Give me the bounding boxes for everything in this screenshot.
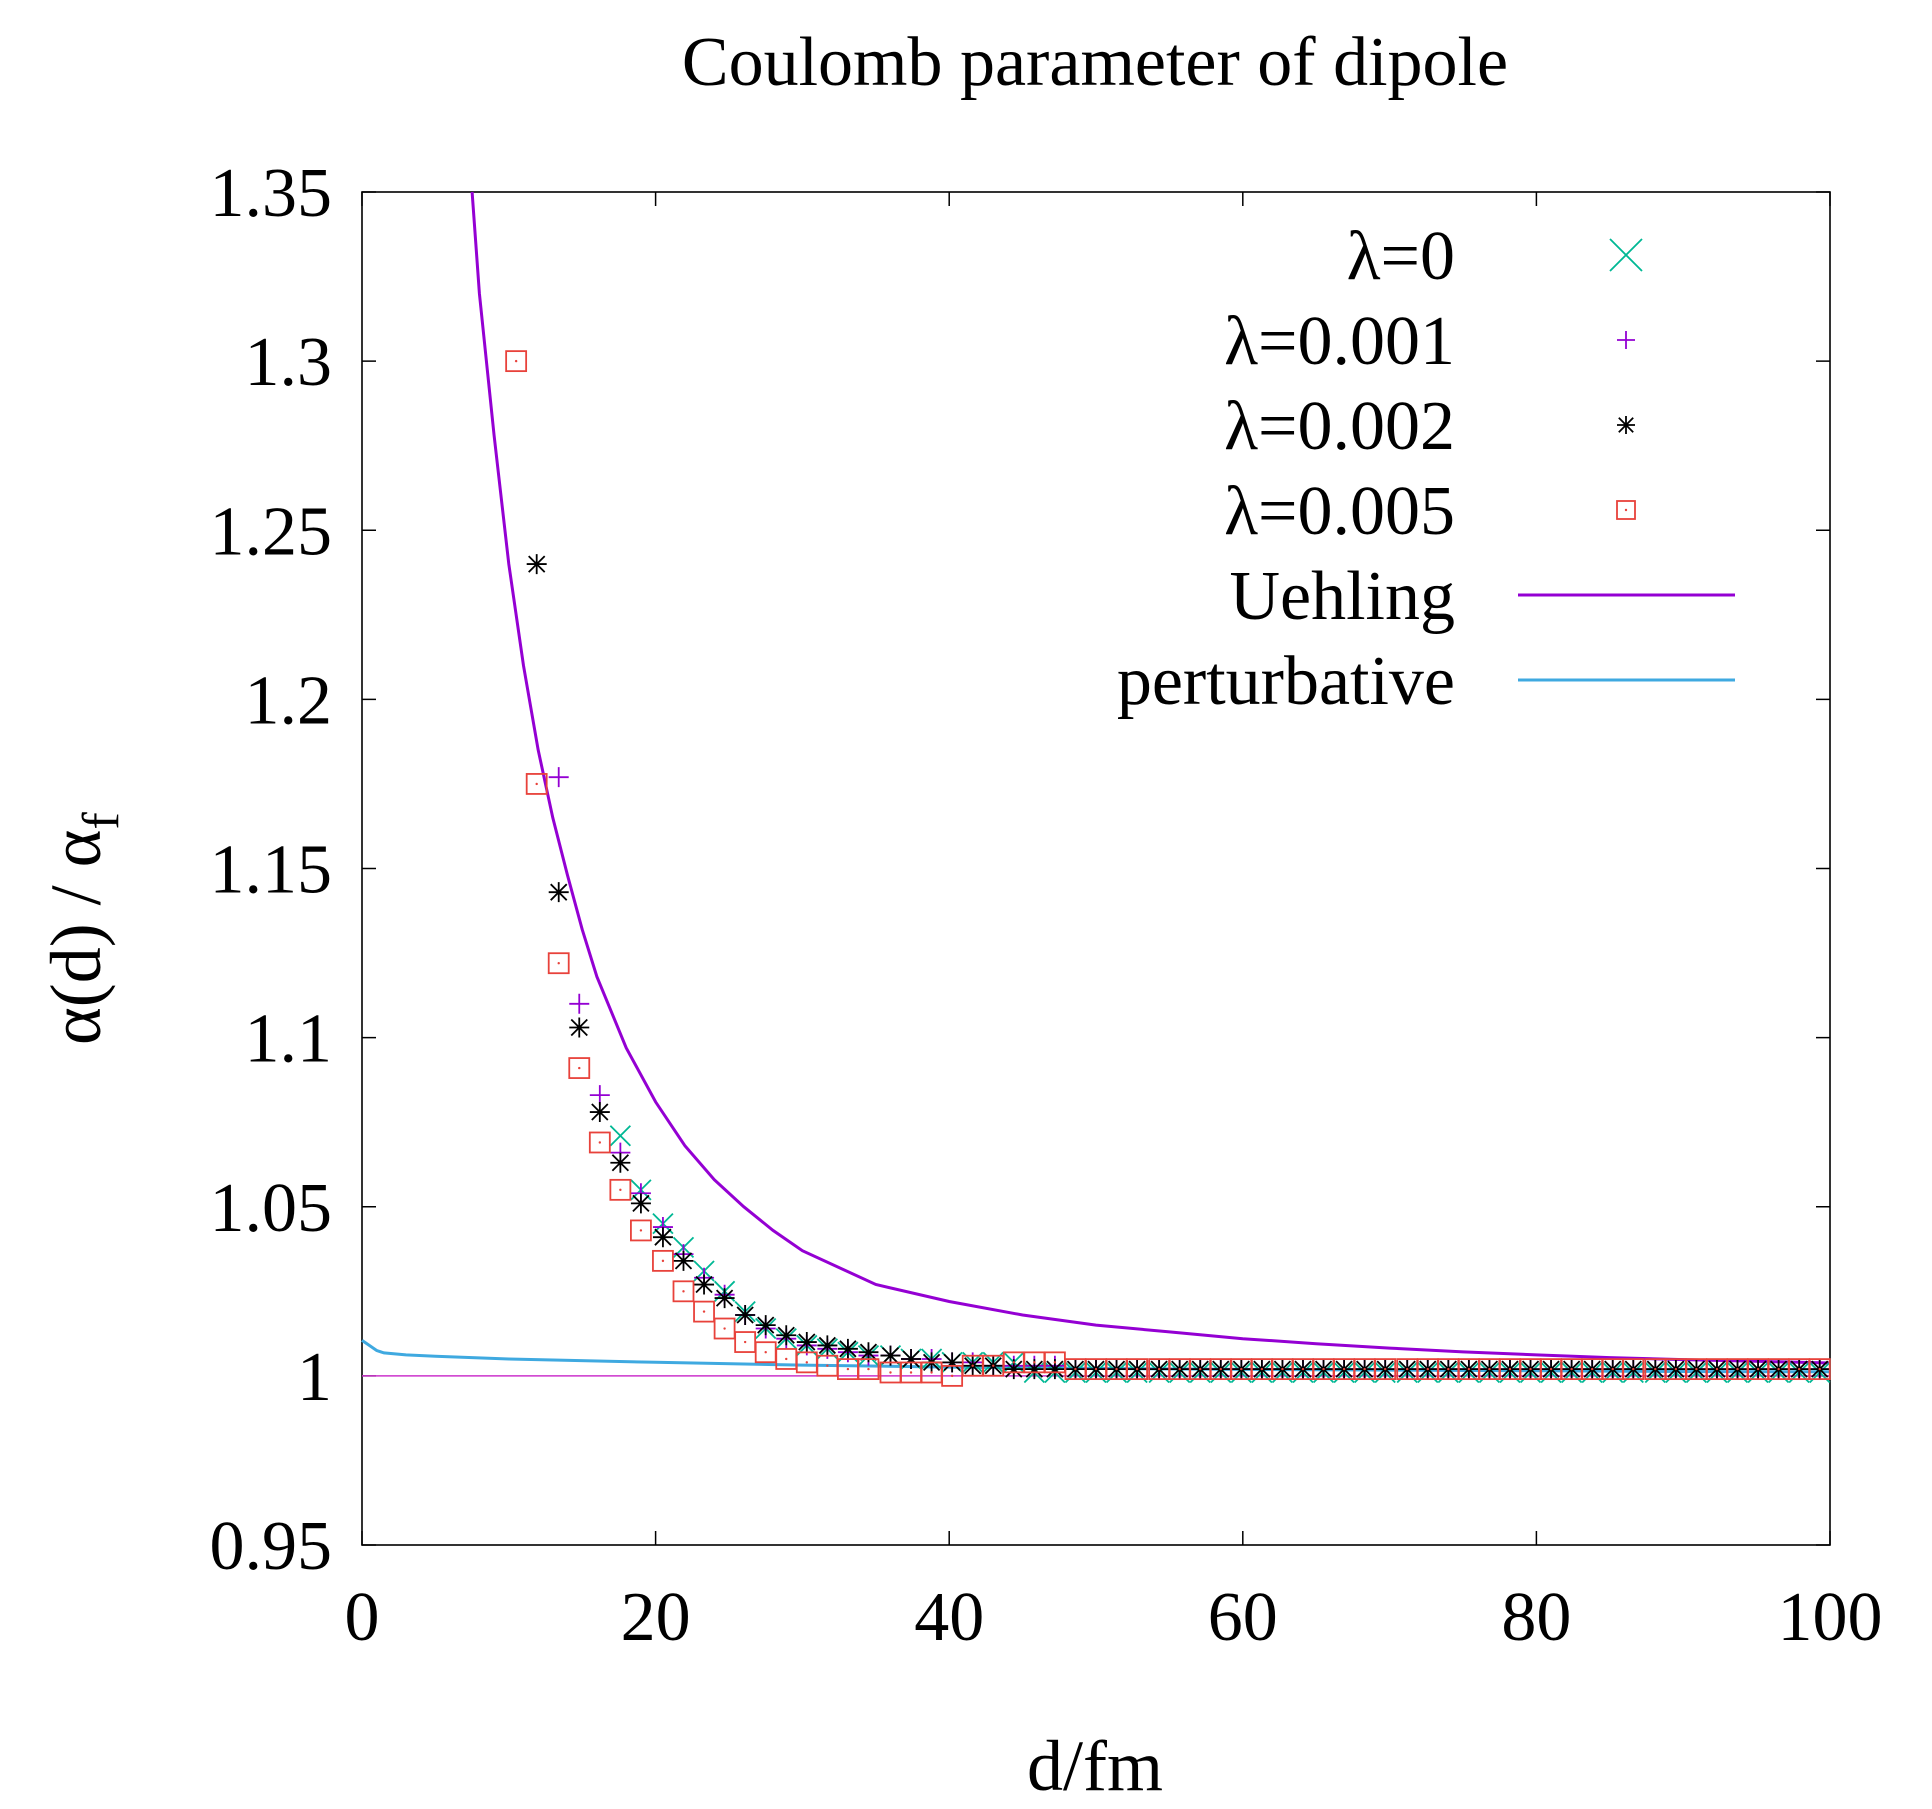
y-tick-label: 1.35: [210, 155, 333, 232]
data-point: [672, 1280, 695, 1303]
data-point: [609, 1125, 632, 1147]
data-point: [1808, 1358, 1831, 1381]
x-axis-label: d/fm: [1027, 1726, 1163, 1806]
y-axis-label-main: α(d) / α: [36, 830, 116, 1045]
series-markers: [505, 350, 1831, 1387]
legend-item: λ=0.005: [1224, 473, 1636, 550]
data-point: [817, 1335, 838, 1356]
y-tick-label: 1.1: [245, 1001, 333, 1078]
legend-item: Uehling: [1229, 558, 1735, 635]
x-axis: 0 20 40 60 80 100: [345, 192, 1883, 1656]
data-point: [610, 1152, 631, 1173]
data-point: [588, 1131, 611, 1154]
x-tick-label: 60: [1208, 1579, 1278, 1656]
y-tick-label: 1.25: [210, 493, 333, 570]
legend-label: Uehling: [1229, 558, 1455, 635]
legend-label: λ=0: [1347, 218, 1455, 295]
data-point: [754, 1341, 777, 1364]
data-point: [693, 1300, 715, 1323]
data-point: [734, 1331, 757, 1353]
data-point: [569, 993, 590, 1014]
data-point: [569, 1017, 590, 1038]
data-point: [630, 1219, 652, 1242]
plot-area: [361, 191, 1831, 1546]
y-tick-label: 1.15: [210, 832, 333, 909]
series-lines: [361, 191, 1831, 1377]
legend-swatch: [1616, 500, 1636, 520]
chart-title: Coulomb parameter of dipole: [682, 24, 1508, 101]
data-point: [609, 1178, 632, 1201]
y-tick-label: 0.95: [210, 1508, 333, 1585]
data-point: [673, 1250, 694, 1271]
data-point: [526, 554, 547, 575]
legend-item: λ=0.001: [1224, 303, 1635, 380]
y-axis-label-subscript: f: [73, 812, 130, 830]
data-point: [858, 1342, 879, 1363]
legend: λ=0 λ=0.001 λ=0.002 λ=0.005 Uehling perturbat…: [1117, 218, 1735, 720]
legend-item: λ=0.002: [1224, 388, 1635, 465]
series-line-perturbative: [361, 1339, 1831, 1374]
data-point: [505, 350, 528, 373]
data-point: [589, 1102, 610, 1123]
data-point: [568, 1057, 591, 1079]
legend-label: λ=0.001: [1224, 303, 1455, 380]
data-point: [1044, 1359, 1065, 1380]
data-point: [837, 1338, 858, 1359]
data-point: [547, 952, 570, 975]
data-point: [714, 1288, 735, 1309]
x-tick-label: 0: [345, 1579, 380, 1656]
y-axis: 0.95 1 1.05 1.1 1.15 1.2 1.25 1.3 1.35: [210, 155, 1830, 1585]
data-point: [713, 1317, 736, 1340]
plot-border: [361, 191, 1831, 1546]
legend-label: perturbative: [1117, 643, 1455, 720]
svg-text:α(d) / αf: α(d) / αf: [36, 812, 130, 1045]
legend-item: λ=0: [1347, 218, 1643, 295]
data-point: [776, 1325, 797, 1346]
data-point: [1622, 1358, 1645, 1381]
data-point: [630, 1193, 651, 1214]
data-point: [525, 773, 548, 795]
y-tick-label: 1.2: [245, 662, 333, 739]
data-point: [694, 1274, 715, 1295]
legend-item: perturbative: [1117, 643, 1735, 720]
x-tick-label: 80: [1501, 1579, 1571, 1656]
data-point: [796, 1332, 817, 1353]
legend-label: λ=0.005: [1224, 473, 1455, 550]
legend-swatch: [1609, 238, 1643, 272]
x-tick-label: 20: [621, 1579, 691, 1656]
data-point: [880, 1345, 901, 1366]
y-tick-label: 1: [297, 1339, 332, 1416]
data-point: [652, 1227, 673, 1248]
data-point: [755, 1315, 776, 1336]
data-point: [589, 1085, 610, 1106]
data-point: [735, 1304, 756, 1325]
data-point: [942, 1352, 963, 1373]
data-point: [1126, 1358, 1149, 1381]
y-axis-label: α(d) / αf: [36, 812, 130, 1045]
data-point: [1024, 1359, 1045, 1380]
x-tick-label: 40: [914, 1579, 984, 1656]
y-tick-label: 1.3: [245, 324, 333, 401]
series-line-uehling: [470, 191, 1831, 1365]
legend-swatch: [1617, 416, 1635, 434]
data-point: [652, 1249, 674, 1272]
y-tick-label: 1.05: [210, 1170, 333, 1247]
legend-swatch: [1617, 331, 1635, 349]
data-point: [1003, 1359, 1024, 1380]
data-point: [548, 767, 569, 788]
x-tick-label: 100: [1778, 1579, 1883, 1656]
data-point: [548, 882, 569, 903]
data-point: [1374, 1358, 1397, 1381]
data-point: [901, 1348, 922, 1369]
data-point: [857, 1358, 880, 1381]
legend-label: λ=0.002: [1224, 388, 1455, 465]
